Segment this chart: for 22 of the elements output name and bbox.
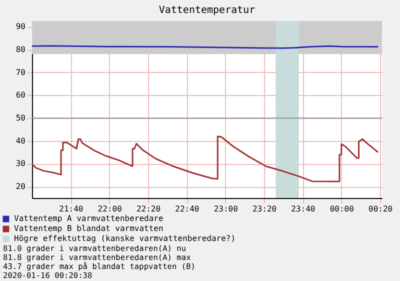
legend-label: Vattentemp A varmvattenberedare	[14, 214, 164, 223]
legend-label: Vattentemp B blandat varmvatten	[14, 224, 164, 233]
x-tick-label: 00:20	[368, 204, 393, 214]
y-tick-label: 90	[16, 22, 26, 32]
x-tick-label: 23:20	[252, 204, 277, 214]
x-tick-label: 21:40	[59, 204, 84, 214]
x-tick-label: 22:00	[98, 204, 122, 214]
x-tick-label: 00:00	[330, 204, 354, 214]
legend-label: Högre effektuttag (kanske varmvattenberedare?)	[14, 234, 236, 243]
x-tick-label: 23:40	[291, 204, 316, 214]
y-tick-label: 50	[16, 114, 26, 123]
y-tick-label: 40	[16, 136, 26, 146]
x-tick-label: 22:40	[175, 204, 200, 214]
x-tick-label: 22:20	[136, 204, 161, 214]
line-series	[32, 136, 379, 182]
chart-title: Vattentemperatur	[158, 5, 256, 16]
x-tick-label: 23:00	[214, 204, 238, 214]
y-tick-label: 70	[16, 68, 26, 77]
y-tick-label: 20	[16, 182, 26, 192]
y-tick-label: 80	[16, 45, 26, 54]
y-tick-label: 60	[16, 90, 26, 100]
y-tick-label: 30	[16, 159, 26, 168]
